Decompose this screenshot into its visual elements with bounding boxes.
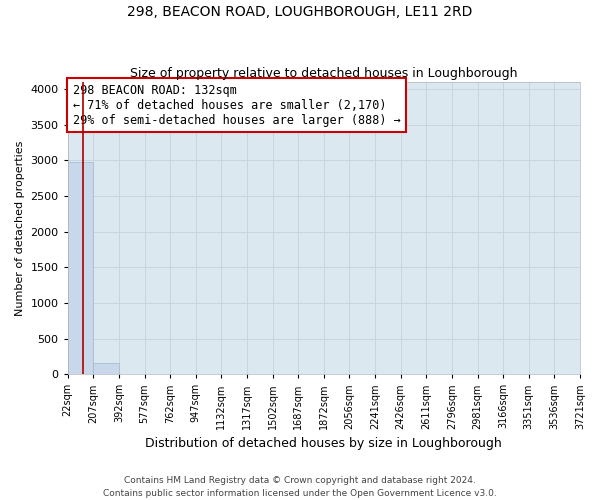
Y-axis label: Number of detached properties: Number of detached properties [15,140,25,316]
Bar [68,162,94,374]
Text: Contains HM Land Registry data © Crown copyright and database right 2024.
Contai: Contains HM Land Registry data © Crown c… [103,476,497,498]
Bar [94,364,119,374]
Title: Size of property relative to detached houses in Loughborough: Size of property relative to detached ho… [130,66,518,80]
Text: 298 BEACON ROAD: 132sqm
← 71% of detached houses are smaller (2,170)
29% of semi: 298 BEACON ROAD: 132sqm ← 71% of detache… [73,84,401,126]
X-axis label: Distribution of detached houses by size in Loughborough: Distribution of detached houses by size … [145,437,502,450]
Text: 298, BEACON ROAD, LOUGHBOROUGH, LE11 2RD: 298, BEACON ROAD, LOUGHBOROUGH, LE11 2RD [127,5,473,19]
